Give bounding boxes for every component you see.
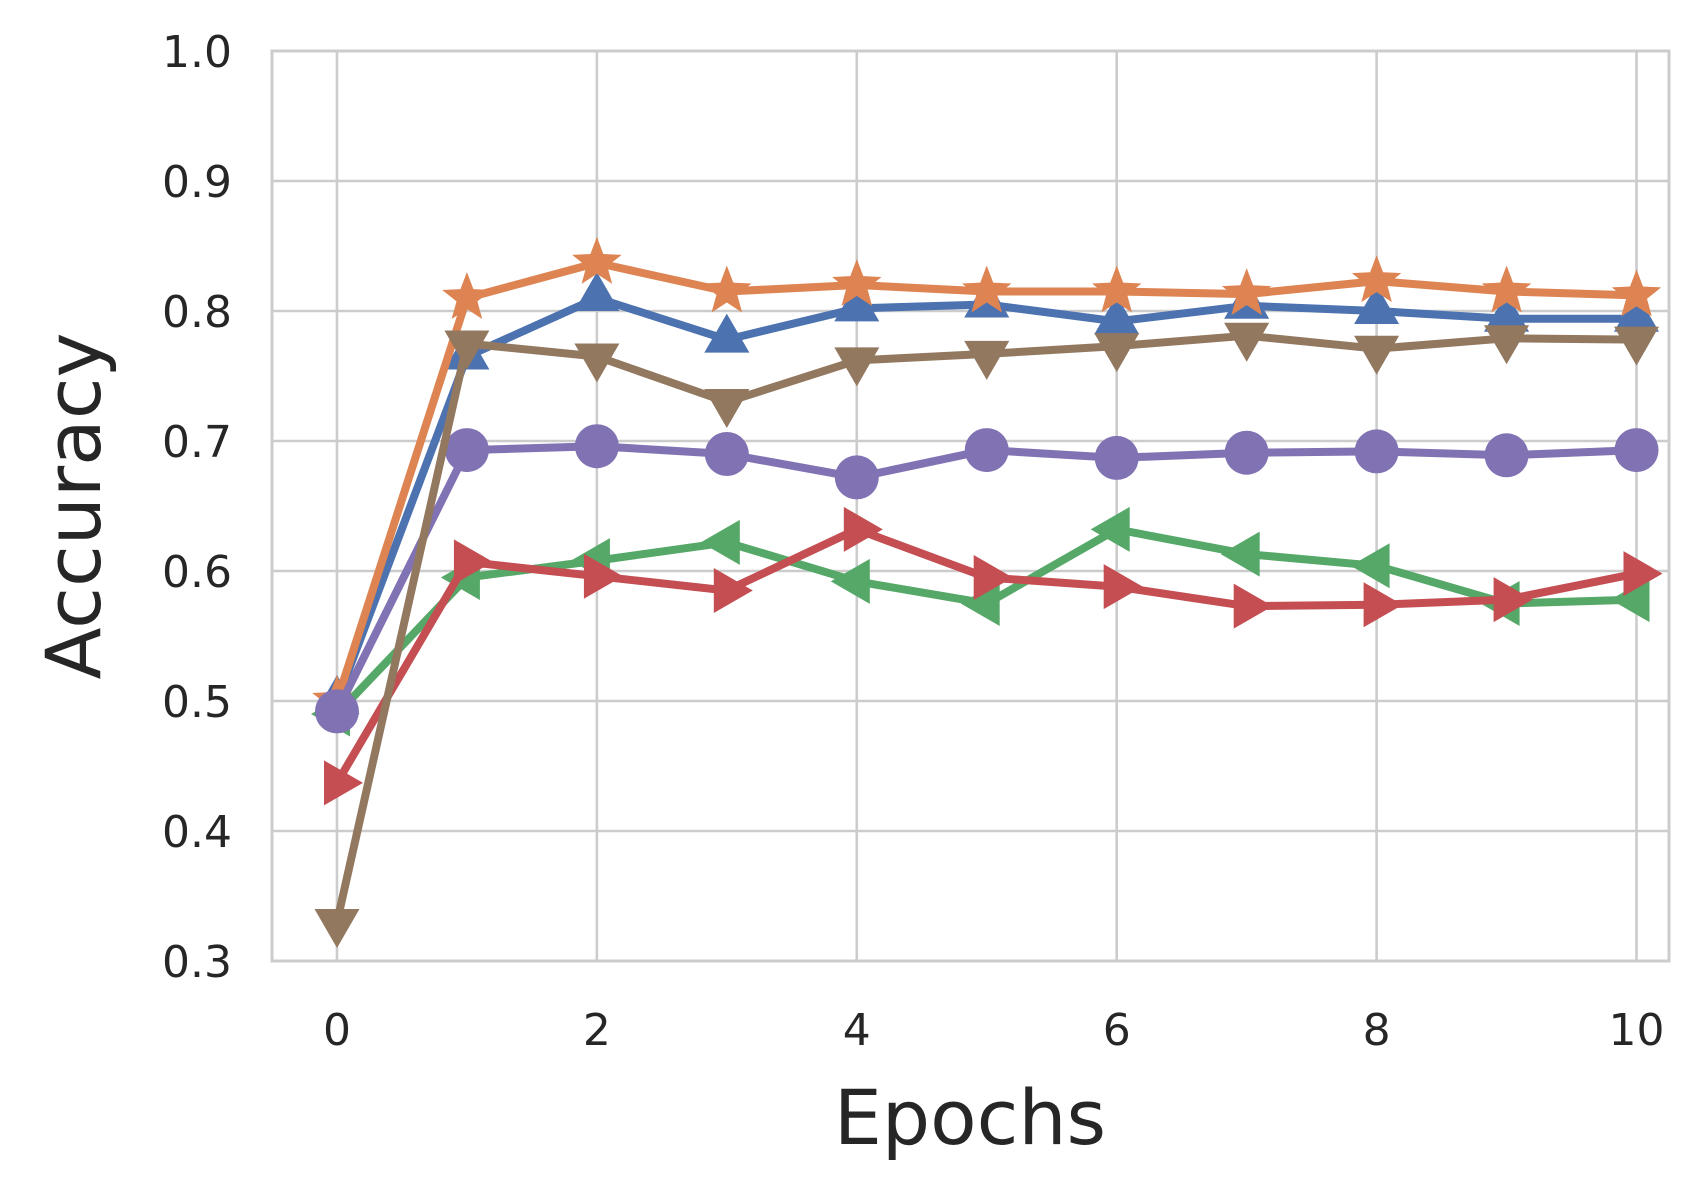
data-point xyxy=(1351,255,1402,303)
data-point xyxy=(1610,577,1650,623)
x-tick-label: 6 xyxy=(1103,1005,1131,1056)
data-point xyxy=(442,272,492,319)
plot-frame xyxy=(270,49,1671,963)
data-point xyxy=(834,282,880,322)
data-point xyxy=(1090,506,1130,552)
y-tick-label: 0.6 xyxy=(162,547,232,598)
data-point xyxy=(1221,268,1272,316)
data-point xyxy=(572,236,622,284)
data-point xyxy=(1354,429,1399,474)
data-point xyxy=(1103,564,1143,610)
data-point xyxy=(964,340,1010,380)
series-line xyxy=(333,331,1641,926)
data-point xyxy=(843,506,883,552)
data-point xyxy=(962,265,1012,313)
data-point xyxy=(1363,582,1403,628)
data-point xyxy=(832,259,882,306)
x-tick-label: 8 xyxy=(1363,1005,1391,1056)
y-tick-label: 0.9 xyxy=(162,157,232,208)
data-point xyxy=(1484,325,1530,365)
y-tick-label: 0.7 xyxy=(162,417,232,468)
data-point xyxy=(1614,428,1659,473)
data-point xyxy=(1484,433,1529,478)
data-point xyxy=(834,455,879,500)
series-4 xyxy=(324,506,1663,806)
series-5 xyxy=(314,424,1659,734)
data-point xyxy=(314,689,359,734)
data-point xyxy=(834,347,880,387)
y-tick-label: 0.8 xyxy=(162,287,232,338)
x-tick-label: 2 xyxy=(583,1005,611,1056)
data-point xyxy=(583,553,623,599)
x-axis-label: Epochs xyxy=(834,1073,1106,1162)
data-point xyxy=(700,519,740,565)
y-tick-labels: 0.3 0.4 0.5 0.6 0.7 0.8 0.9 1.0 xyxy=(162,27,232,988)
data-point xyxy=(1094,435,1139,480)
x-tick-label: 4 xyxy=(843,1005,871,1056)
data-point xyxy=(1614,292,1659,332)
data-point xyxy=(1484,292,1530,332)
x-tick-labels: 0 2 4 6 8 10 xyxy=(323,1005,1665,1056)
series xyxy=(311,236,1663,948)
data-point xyxy=(453,539,493,585)
data-point xyxy=(1350,543,1390,589)
x-tick-label: 10 xyxy=(1609,1005,1665,1056)
data-point xyxy=(1220,531,1260,577)
data-point xyxy=(574,272,620,311)
data-point xyxy=(1092,265,1142,313)
series-6 xyxy=(314,322,1659,948)
data-point xyxy=(444,428,489,473)
data-point xyxy=(830,558,870,604)
y-tick-label: 0.4 xyxy=(162,807,232,858)
data-point xyxy=(444,330,490,370)
data-point xyxy=(324,760,363,806)
data-point xyxy=(704,432,749,476)
x-tick-label: 0 xyxy=(323,1005,351,1056)
data-point xyxy=(574,343,620,383)
data-point xyxy=(1611,269,1662,317)
data-point xyxy=(1623,551,1663,597)
data-point xyxy=(704,313,750,353)
data-point xyxy=(704,389,750,428)
data-point xyxy=(1493,577,1533,623)
y-tick-label: 0.5 xyxy=(162,677,232,728)
data-point xyxy=(1614,326,1659,366)
data-point xyxy=(314,909,360,948)
y-tick-label: 0.3 xyxy=(162,937,232,988)
grid xyxy=(272,49,1669,963)
data-point xyxy=(960,581,1000,626)
data-point xyxy=(1481,265,1532,313)
y-axis-label: Accuracy xyxy=(29,333,118,680)
data-point xyxy=(1233,583,1273,629)
data-point xyxy=(964,428,1009,473)
data-point xyxy=(1354,335,1400,375)
data-point xyxy=(1224,430,1269,475)
data-point xyxy=(713,568,753,613)
y-tick-label: 1.0 xyxy=(162,27,232,78)
data-point xyxy=(973,555,1013,600)
data-point xyxy=(702,265,752,313)
series-line xyxy=(333,525,1641,718)
data-point xyxy=(1354,285,1400,324)
data-point xyxy=(1094,333,1140,373)
data-point xyxy=(1224,322,1270,362)
data-point xyxy=(574,424,619,469)
data-point xyxy=(1094,295,1140,335)
